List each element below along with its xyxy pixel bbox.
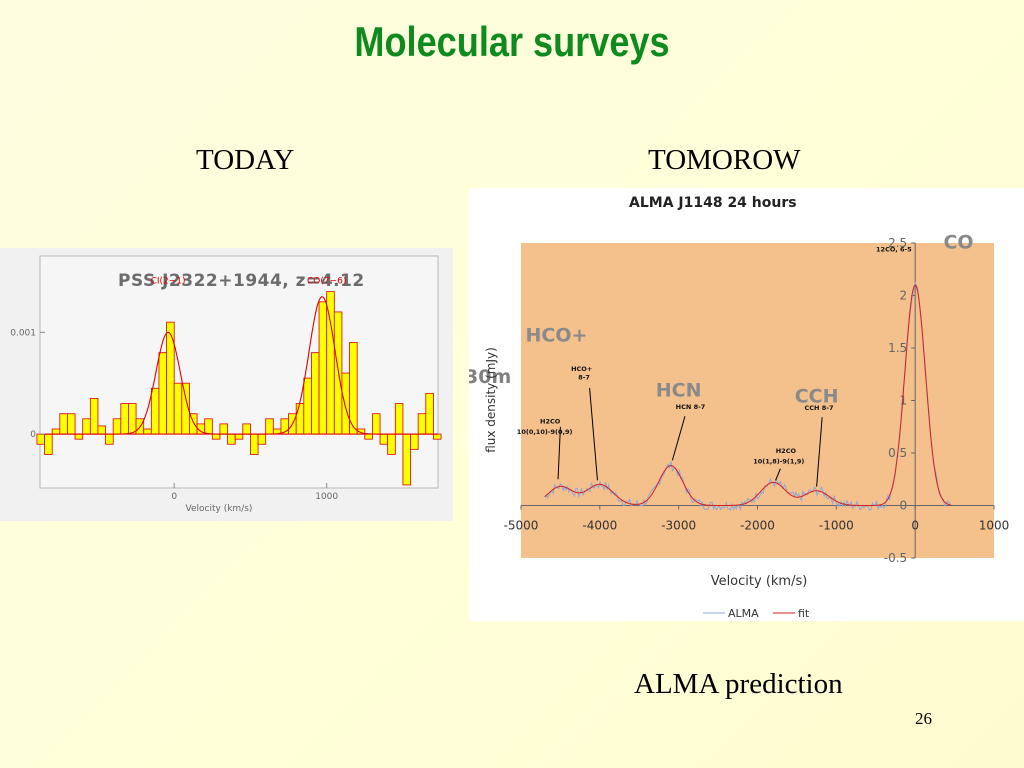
spectrum-bar	[158, 352, 167, 435]
spectrum-bar	[128, 403, 137, 435]
spectrum-bar	[318, 301, 328, 435]
label-leader-line	[816, 417, 823, 487]
spectrum-bar	[425, 392, 434, 435]
spectrum-bar	[295, 403, 305, 435]
x-tick-label: 1000	[979, 519, 1010, 533]
species-label-small: HCN 8-7	[676, 403, 706, 411]
spectrum-bar	[349, 342, 358, 435]
spectrum-bar	[341, 372, 350, 435]
spectrum-bar	[234, 433, 244, 440]
spectrum-bar	[211, 433, 221, 440]
x-tick-label: 0	[171, 492, 177, 502]
x-tick-label: -4000	[582, 519, 617, 533]
species-label-small: 10(0,10)-9(0,9)	[517, 428, 573, 436]
spectrum-bar	[44, 433, 53, 455]
spectrum-bar	[387, 433, 396, 455]
y-tick-label: 2	[900, 289, 908, 303]
today-spectrum-chart: 0 1000 0 0.001 Velocity (km/s) PSS J2322+1944…	[0, 248, 453, 521]
species-label-small: CCH 8-7	[804, 404, 833, 412]
spectrum-bar	[372, 413, 381, 435]
y-tick-label: 0	[30, 430, 36, 440]
spectrum-bar	[402, 433, 411, 486]
x-tick-label: 0	[911, 519, 919, 533]
y-tick-label: 1.5	[888, 341, 907, 355]
spectrum-bar	[105, 433, 114, 445]
y-axis-label: flux density (mJy)	[484, 347, 498, 453]
species-label-small: 12CO, 6-5	[876, 245, 912, 253]
plot-area	[521, 243, 994, 558]
spectrum-bar	[311, 352, 320, 435]
spectrum-bar	[143, 428, 152, 435]
species-label-large: CCH	[795, 386, 839, 408]
overlay-30m-label: 30m	[469, 366, 511, 388]
y-tick-label: 2.5	[888, 236, 907, 250]
species-label-large: CO	[943, 231, 973, 253]
spectrum-bar	[303, 377, 312, 435]
fit-series-line	[544, 284, 951, 506]
y-tick-label: 0	[900, 499, 908, 513]
spectrum-bar	[394, 403, 404, 435]
spectrum-bar	[97, 425, 106, 435]
spectrum-bar	[82, 418, 91, 435]
chart-title: ALMA J1148 24 hours	[629, 195, 797, 211]
legend-fit-label: fit	[798, 607, 810, 620]
x-tick-label: -2000	[740, 519, 775, 533]
today-heading: TODAY	[196, 144, 295, 176]
x-tick-label: -3000	[661, 519, 696, 533]
species-label-small: H2CO	[540, 418, 561, 426]
spectrum-bar	[67, 413, 76, 435]
species-label-small: HCO+	[571, 365, 592, 373]
species-label-small: 8-7	[578, 374, 590, 382]
spectrum-bar	[410, 433, 419, 450]
page-number: 26	[915, 709, 932, 728]
alma-caption: ALMA prediction	[634, 668, 843, 700]
spectrum-bar	[433, 433, 442, 440]
x-axis-label: Velocity (km/s)	[186, 504, 253, 514]
spectrum-bar	[120, 403, 129, 435]
x-tick-label: 1000	[315, 492, 338, 502]
legend-alma-label: ALMA	[728, 607, 759, 620]
tomorrow-heading: TOMOROW	[648, 144, 801, 176]
y-tick-label: -0.5	[884, 551, 907, 565]
spectrum-bar	[36, 433, 45, 445]
spectrum-bar	[112, 418, 122, 435]
chart-title: PSS J2322+1944, z=4.12	[118, 271, 365, 291]
spectrum-bar	[242, 423, 251, 435]
spectrum-bar	[150, 387, 160, 435]
x-tick-label: -1000	[819, 519, 854, 533]
x-tick-label: -5000	[504, 519, 539, 533]
spectrum-bar	[250, 433, 259, 455]
spectrum-bar	[74, 433, 84, 440]
spectrum-bar	[379, 433, 389, 445]
spectrum-bar	[59, 413, 68, 435]
spectrum-bar	[219, 423, 228, 435]
label-leader-line	[775, 468, 781, 481]
line-annotation: CO(7−6)	[307, 276, 346, 286]
spectrum-bar	[51, 428, 61, 435]
spectrum-bar	[257, 433, 267, 445]
spectrum-bar	[89, 398, 99, 435]
label-leader-line	[589, 387, 598, 481]
spectrum-bar	[265, 418, 274, 435]
y-tick-label: 1	[900, 394, 908, 408]
x-axis-label: Velocity (km/s)	[711, 574, 808, 589]
spectrum-bar	[227, 433, 236, 445]
species-label-large: HCO+	[526, 325, 588, 347]
spectrum-bar	[364, 433, 373, 440]
gaussian-fit-line	[40, 296, 438, 435]
y-tick-label: 0.001	[10, 328, 36, 338]
label-leader-line	[557, 426, 561, 480]
line-annotation: CI(2−1)	[151, 276, 186, 286]
species-label-large: HCN	[656, 379, 702, 401]
label-leader-line	[671, 416, 686, 461]
species-label-small: 10(1,8)-9(1,9)	[753, 458, 804, 466]
slide-title: Molecular surveys	[354, 18, 670, 65]
spectrum-bar	[326, 291, 335, 435]
plot-frame	[39, 255, 439, 489]
spectrum-bar	[417, 413, 427, 435]
alma-prediction-chart: ALMA J1148 24 hours -5000 -4000 -3000 -2000 -…	[469, 188, 1024, 621]
spectrum-bar	[173, 382, 183, 435]
spectrum-bar	[204, 418, 213, 435]
species-label-small: H2CO	[776, 447, 797, 455]
